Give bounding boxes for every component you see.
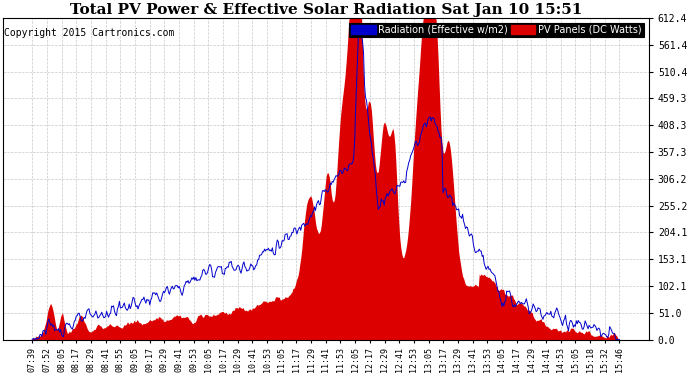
Text: Copyright 2015 Cartronics.com: Copyright 2015 Cartronics.com	[4, 28, 175, 38]
Title: Total PV Power & Effective Solar Radiation Sat Jan 10 15:51: Total PV Power & Effective Solar Radiati…	[70, 3, 582, 17]
Legend: Radiation (Effective w/m2), PV Panels (DC Watts): Radiation (Effective w/m2), PV Panels (D…	[349, 23, 644, 37]
